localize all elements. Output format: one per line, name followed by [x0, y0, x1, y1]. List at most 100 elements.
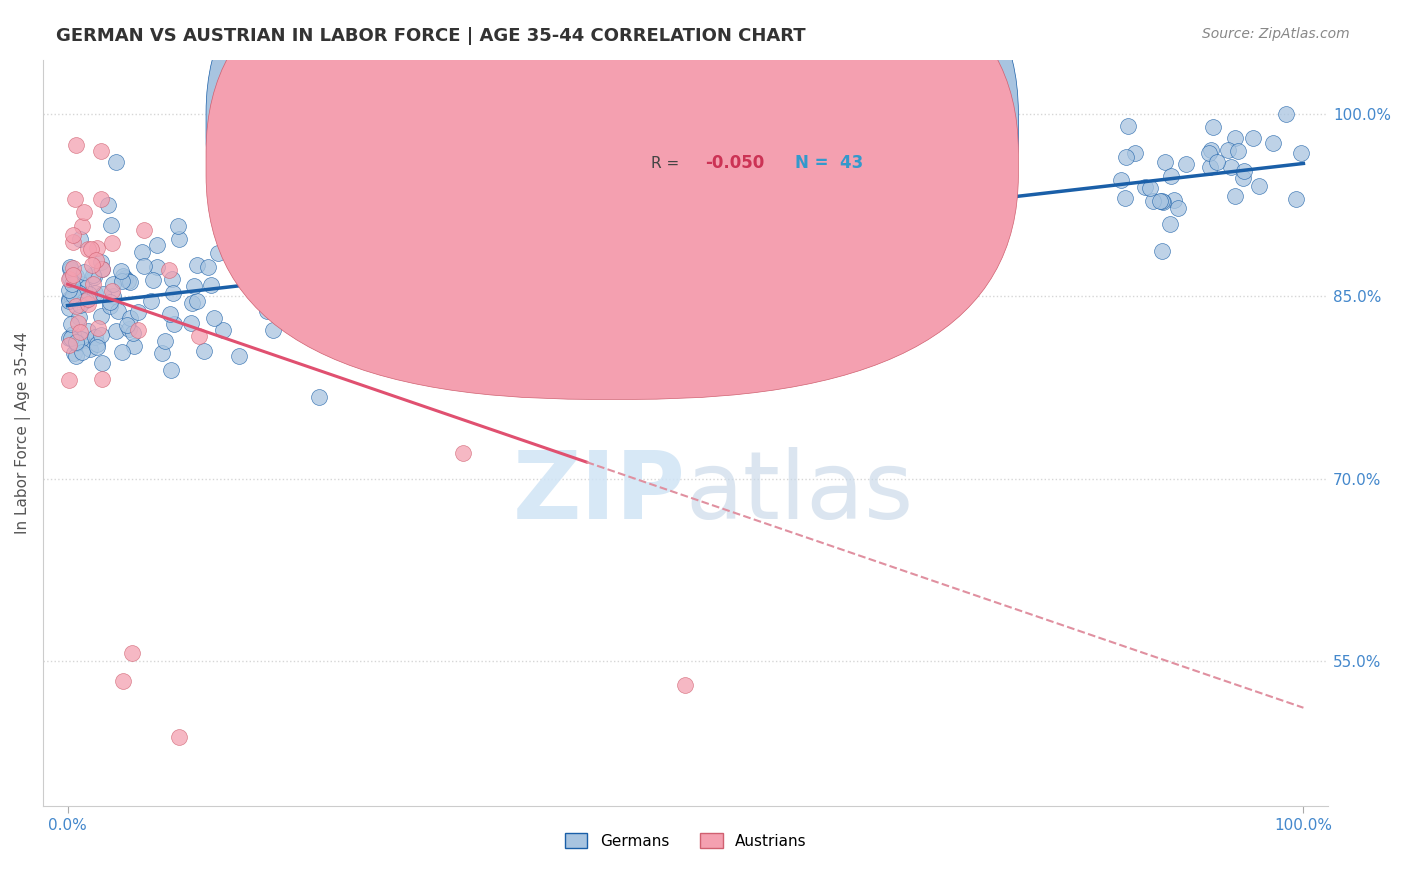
- Point: [72, 219, 94, 233]
- Point: [66, 316, 89, 330]
- Point: [1153, 155, 1175, 169]
- Point: [77, 292, 100, 306]
- Point: [58, 271, 80, 285]
- Point: [1226, 144, 1249, 158]
- Point: [808, 246, 831, 260]
- Point: [1232, 170, 1254, 185]
- Point: [226, 217, 249, 231]
- Point: [132, 223, 155, 237]
- Point: [90, 255, 112, 269]
- Point: [86, 241, 108, 255]
- Point: [169, 730, 191, 744]
- Point: [79, 343, 101, 357]
- Point: [73, 265, 96, 279]
- Point: [1123, 146, 1146, 161]
- Point: [82, 258, 104, 272]
- Point: [619, 272, 641, 286]
- Point: [186, 294, 208, 309]
- Point: [886, 219, 908, 234]
- Point: [167, 232, 190, 246]
- Point: [675, 678, 697, 692]
- Point: [277, 260, 299, 275]
- Text: N =  43: N = 43: [794, 154, 863, 172]
- Point: [180, 316, 202, 330]
- Point: [228, 350, 250, 364]
- Point: [104, 155, 127, 169]
- Point: [1139, 181, 1161, 195]
- Point: [65, 300, 87, 314]
- Point: [118, 322, 141, 336]
- Point: [225, 254, 247, 268]
- Point: [97, 197, 120, 211]
- Point: [117, 318, 139, 333]
- Point: [59, 271, 82, 285]
- Point: [91, 262, 114, 277]
- Point: [90, 192, 112, 206]
- Point: [243, 240, 266, 254]
- Point: [90, 328, 112, 343]
- Point: [82, 268, 104, 283]
- Point: [193, 344, 215, 359]
- Point: [263, 301, 285, 315]
- Point: [63, 285, 86, 300]
- Point: [98, 294, 121, 309]
- Point: [77, 324, 100, 338]
- Point: [280, 250, 302, 264]
- Point: [59, 293, 82, 307]
- Point: [451, 446, 474, 460]
- Point: [86, 337, 108, 351]
- Point: [1160, 169, 1182, 183]
- Text: N = 176: N = 176: [794, 116, 869, 134]
- Point: [858, 225, 880, 239]
- Point: [1216, 143, 1239, 157]
- Point: [1249, 178, 1271, 193]
- Point: [308, 390, 330, 404]
- Point: [1225, 189, 1247, 203]
- Point: [117, 274, 139, 288]
- Point: [131, 245, 153, 260]
- Point: [58, 293, 80, 308]
- Point: [512, 300, 534, 314]
- Point: [77, 297, 100, 311]
- Point: [59, 318, 82, 332]
- Point: [1152, 244, 1174, 258]
- Point: [80, 243, 103, 257]
- Point: [111, 268, 134, 283]
- Point: [1233, 163, 1256, 178]
- Point: [118, 311, 141, 326]
- Point: [91, 286, 114, 301]
- Point: [1202, 120, 1225, 134]
- Point: [100, 219, 122, 233]
- Point: [288, 292, 311, 306]
- Point: [803, 268, 825, 283]
- Point: [1275, 107, 1298, 121]
- Point: [1220, 160, 1243, 174]
- Point: [204, 310, 226, 325]
- Point: [211, 322, 233, 336]
- Point: [1289, 145, 1312, 160]
- Text: 0.572: 0.572: [711, 116, 763, 134]
- Point: [101, 277, 124, 292]
- Point: [529, 203, 551, 218]
- Point: [63, 283, 86, 297]
- Point: [1206, 154, 1229, 169]
- Point: [160, 272, 183, 286]
- Point: [501, 202, 523, 217]
- Point: [101, 284, 124, 298]
- FancyBboxPatch shape: [207, 0, 1018, 360]
- Point: [159, 307, 181, 321]
- Point: [62, 271, 84, 285]
- Point: [1116, 119, 1139, 133]
- Point: [91, 262, 114, 277]
- Point: [62, 235, 84, 249]
- Point: [444, 239, 467, 253]
- Point: [83, 329, 105, 343]
- Point: [1241, 130, 1264, 145]
- Point: [67, 286, 90, 301]
- Point: [1133, 180, 1156, 194]
- Point: [90, 145, 112, 159]
- Y-axis label: In Labor Force | Age 35-44: In Labor Force | Age 35-44: [15, 332, 31, 534]
- Point: [187, 329, 209, 343]
- Point: [236, 253, 259, 268]
- Point: [62, 345, 84, 359]
